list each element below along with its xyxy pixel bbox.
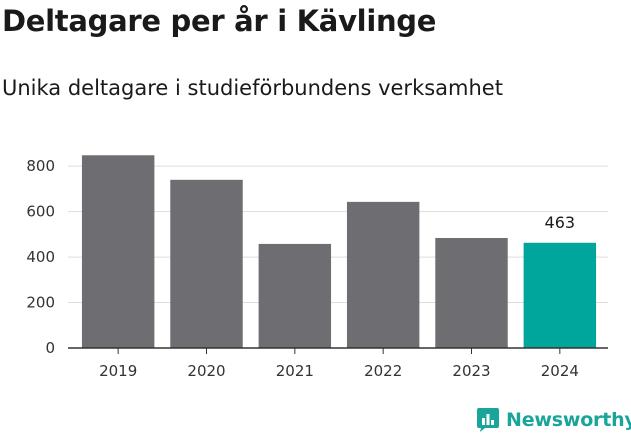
bar-2020 <box>170 179 243 348</box>
y-tick-label: 800 <box>26 157 55 175</box>
bar-2019 <box>81 155 155 348</box>
data-labels: 463 <box>545 213 576 232</box>
bar-2024 <box>523 242 597 348</box>
bar-2023 <box>435 238 508 348</box>
x-tick-label: 2024 <box>541 362 579 380</box>
x-tick-label: 2023 <box>452 362 490 380</box>
brand-logo: Newsworthy <box>476 407 631 433</box>
bars <box>81 155 597 348</box>
y-tick-label: 400 <box>26 248 55 266</box>
gridlines <box>68 165 608 304</box>
bar-2022 <box>346 201 420 348</box>
x-tick-label: 2021 <box>276 362 314 380</box>
data-label: 463 <box>545 213 576 232</box>
x-tick-label: 2019 <box>99 362 137 380</box>
x-tick-label: 2020 <box>187 362 225 380</box>
y-tick-label: 0 <box>45 339 55 357</box>
bar-2021 <box>258 243 332 348</box>
x-tick-label: 2022 <box>364 362 402 380</box>
x-axis-ticks: 2019 2020 2021 2022 2023 2024 <box>99 348 579 380</box>
y-tick-label: 600 <box>26 203 55 221</box>
newsworthy-logo-icon <box>477 408 499 432</box>
chart-subtitle: Unika deltagare i studieförbundens verks… <box>2 76 503 100</box>
y-tick-label: 200 <box>26 294 55 312</box>
chart-title: Deltagare per år i Kävlinge <box>2 4 437 38</box>
y-axis-ticks: 0 200 400 600 800 <box>26 157 55 357</box>
brand-name: Newsworthy <box>506 409 631 431</box>
